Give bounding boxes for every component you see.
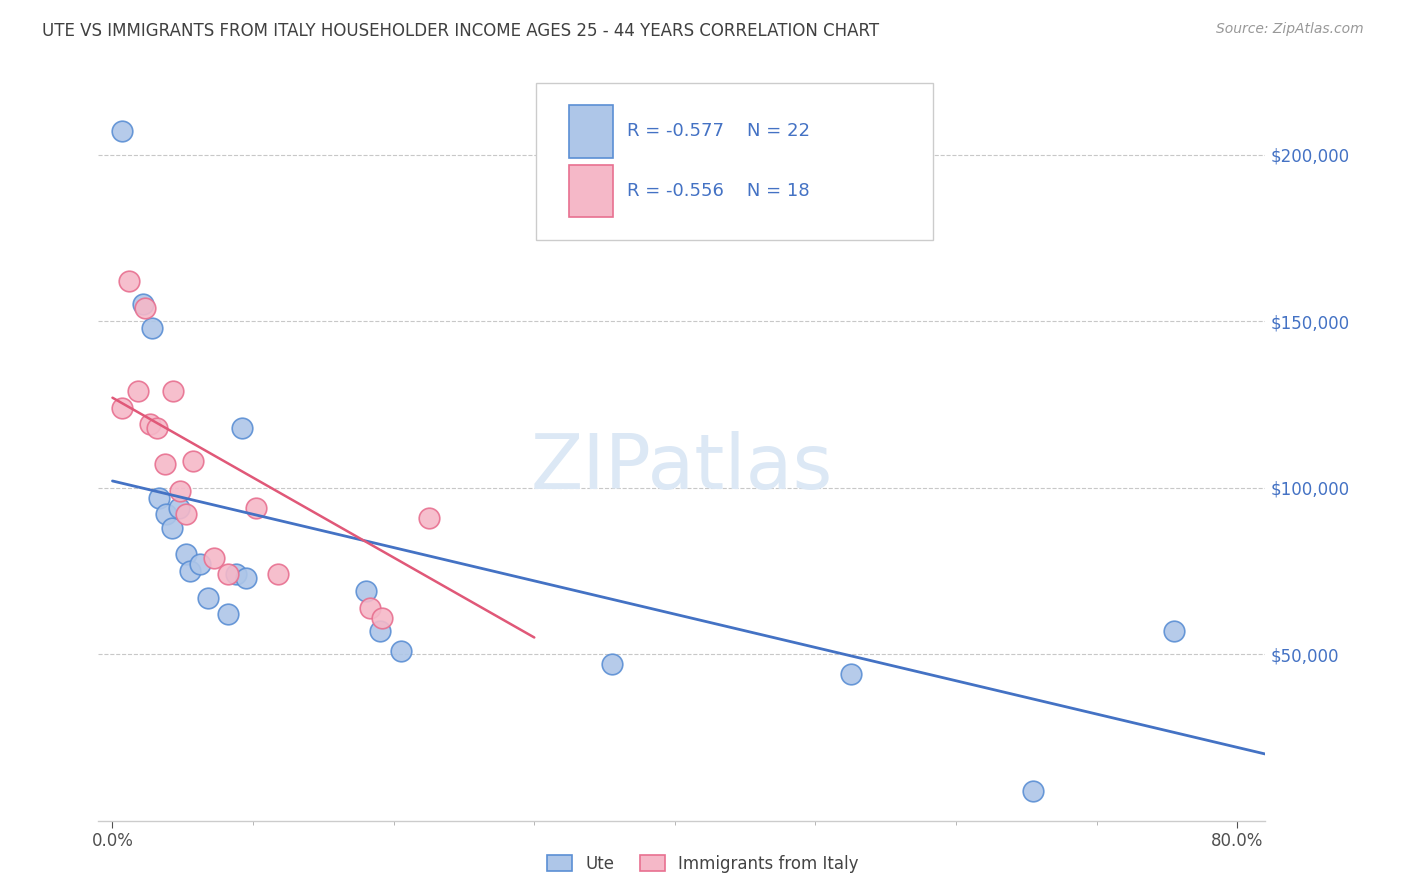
Point	[111, 124, 134, 138]
Point	[148, 491, 170, 505]
Point	[134, 301, 156, 315]
Text: Source: ZipAtlas.com: Source: ZipAtlas.com	[1216, 22, 1364, 37]
Point	[371, 610, 394, 624]
Point	[174, 547, 197, 561]
Bar	[568, 165, 613, 218]
Text: UTE VS IMMIGRANTS FROM ITALY HOUSEHOLDER INCOME AGES 25 - 44 YEARS CORRELATION C: UTE VS IMMIGRANTS FROM ITALY HOUSEHOLDER…	[42, 22, 879, 40]
Point	[1163, 624, 1185, 638]
Point	[217, 607, 239, 622]
Point	[389, 644, 412, 658]
Point	[153, 458, 176, 472]
Text: R = -0.556    N = 18: R = -0.556 N = 18	[627, 182, 810, 200]
Point	[169, 483, 191, 498]
Point	[127, 384, 149, 398]
Point	[167, 500, 190, 515]
Legend: Ute, Immigrants from Italy: Ute, Immigrants from Italy	[541, 848, 865, 880]
FancyBboxPatch shape	[536, 83, 932, 240]
Point	[418, 510, 440, 524]
Point	[839, 667, 862, 681]
Point	[245, 500, 267, 515]
Point	[139, 417, 162, 432]
Point	[197, 591, 219, 605]
Point	[359, 600, 381, 615]
Point	[132, 297, 155, 311]
Point	[179, 564, 201, 578]
Point	[111, 401, 134, 415]
Point	[141, 320, 163, 334]
Point	[368, 624, 391, 638]
Point	[174, 508, 197, 522]
Point	[155, 508, 177, 522]
Point	[354, 583, 377, 598]
Point	[162, 384, 184, 398]
Point	[267, 567, 290, 582]
Point	[231, 420, 253, 434]
Point	[600, 657, 623, 672]
Bar	[568, 105, 613, 158]
Point	[181, 454, 204, 468]
Point	[217, 567, 239, 582]
Point	[1022, 783, 1045, 797]
Point	[146, 420, 169, 434]
Text: ZIPatlas: ZIPatlas	[530, 432, 834, 506]
Point	[202, 550, 225, 565]
Point	[118, 274, 141, 288]
Point	[160, 520, 183, 534]
Text: R = -0.577    N = 22: R = -0.577 N = 22	[627, 122, 810, 140]
Point	[235, 570, 257, 584]
Point	[225, 567, 247, 582]
Point	[188, 558, 211, 572]
